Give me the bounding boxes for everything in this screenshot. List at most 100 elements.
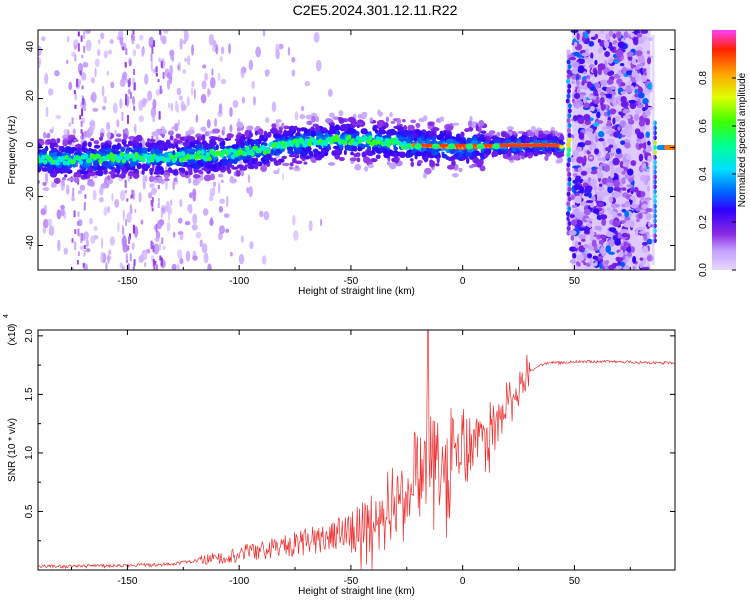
heatmap-cell xyxy=(52,156,57,161)
heatmap-cell xyxy=(151,172,154,178)
heatmap-cell xyxy=(55,114,62,120)
heatmap-cell xyxy=(571,219,578,227)
heatmap-cell xyxy=(135,170,140,175)
heatmap-cell xyxy=(151,197,154,203)
heatmap-cell xyxy=(157,79,160,83)
heatmap-cell xyxy=(484,137,489,143)
heatmap-cell xyxy=(496,131,501,137)
heatmap-cell xyxy=(53,177,61,184)
heatmap-cell xyxy=(619,261,626,268)
heatmap-cell xyxy=(644,109,651,116)
heatmap-cell xyxy=(643,234,648,240)
heatmap-cell xyxy=(169,135,174,141)
heatmap-cell xyxy=(484,148,490,156)
heatmap-cell xyxy=(371,148,376,154)
heatmap-cell xyxy=(294,111,299,121)
heatmap-cell xyxy=(217,72,221,82)
heatmap-cell xyxy=(209,196,214,202)
heatmap-cell xyxy=(591,195,596,202)
heatmap-cell xyxy=(642,141,647,150)
heatmap-cell xyxy=(570,234,575,241)
heatmap-cell xyxy=(615,256,624,262)
heatmap-cell xyxy=(465,143,474,150)
heatmap-cell xyxy=(63,247,69,255)
snr-line xyxy=(38,330,675,570)
heatmap-cell xyxy=(304,142,309,148)
heatmap-cell xyxy=(215,144,219,151)
heatmap-cell xyxy=(122,228,125,235)
heatmap-cell xyxy=(597,197,603,202)
heatmap-cell xyxy=(195,231,202,239)
heatmap-cell xyxy=(121,166,128,173)
heatmap-cell xyxy=(63,168,68,172)
heatmap-cell xyxy=(622,66,627,75)
heatmap-cell xyxy=(352,144,357,152)
heatmap-cell xyxy=(631,58,636,65)
heatmap-cell xyxy=(567,64,572,70)
heatmap-cell xyxy=(172,181,175,191)
heatmap-cell xyxy=(574,195,582,204)
heatmap-cell xyxy=(559,133,564,140)
heatmap-cell xyxy=(166,72,171,79)
heatmap-cell xyxy=(585,200,594,204)
heatmap-cell xyxy=(222,126,226,132)
heatmap-cell xyxy=(191,80,195,88)
heatmap-cell xyxy=(569,214,576,219)
heatmap-cell xyxy=(610,85,617,90)
heatmap-cell xyxy=(42,187,50,192)
heatmap-cell xyxy=(646,168,650,173)
heatmap-cell xyxy=(613,192,622,198)
heatmap-cell xyxy=(566,162,571,168)
heatmap-cell xyxy=(465,157,470,165)
heatmap-cell xyxy=(42,181,47,186)
heatmap-cell xyxy=(545,134,553,141)
heatmap-cell xyxy=(80,120,83,127)
heatmap-cell xyxy=(123,144,130,148)
heatmap-cell xyxy=(135,43,141,50)
heatmap-cell xyxy=(56,151,62,158)
heatmap-cell xyxy=(152,113,155,122)
heatmap-cell xyxy=(594,59,598,66)
heatmap-cell xyxy=(292,214,296,226)
heatmap-cell xyxy=(157,197,160,203)
heatmap-cell xyxy=(420,148,425,153)
heatmap-cell xyxy=(188,192,193,199)
heatmap-cell xyxy=(569,229,577,236)
heatmap-cell xyxy=(592,208,600,214)
heatmap-cell xyxy=(247,137,251,145)
heatmap-cell xyxy=(102,105,106,111)
heatmap-cell xyxy=(151,44,154,54)
heatmap-cell xyxy=(114,138,122,143)
heatmap-cell xyxy=(609,108,617,115)
heatmap-cell xyxy=(188,171,193,176)
heatmap-cell xyxy=(123,133,128,140)
heatmap-cell xyxy=(567,132,572,138)
heatmap-cell xyxy=(605,152,611,160)
heatmap-cell xyxy=(604,40,610,49)
heatmap-cell xyxy=(567,157,572,163)
heatmap-cell xyxy=(218,205,224,213)
heatmap-cell xyxy=(170,199,173,207)
heatmap-cell xyxy=(314,149,319,156)
heatmap-cell xyxy=(379,136,384,142)
heatmap-cell xyxy=(220,46,225,55)
heatmap-cell xyxy=(573,92,581,100)
heatmap-cell xyxy=(618,133,622,139)
heatmap-cell xyxy=(176,87,182,96)
heatmap-cell xyxy=(350,151,354,156)
heatmap-cell xyxy=(73,90,76,95)
heatmap-cell xyxy=(629,32,635,38)
heatmap-cell xyxy=(158,143,166,151)
heatmap-cell xyxy=(386,129,394,136)
heatmap-cell xyxy=(108,249,112,256)
heatmap-cell xyxy=(617,260,621,267)
heatmap-cell xyxy=(617,87,624,93)
heatmap-cell xyxy=(43,218,49,229)
heatmap-cell xyxy=(180,173,187,178)
heatmap-cell xyxy=(608,144,614,149)
heatmap-cell xyxy=(600,246,605,253)
heatmap-cell xyxy=(231,144,239,149)
heatmap-cell xyxy=(123,129,126,138)
heatmap-cell xyxy=(83,130,88,138)
colorbar-tick-label: 0.8 xyxy=(698,71,709,85)
